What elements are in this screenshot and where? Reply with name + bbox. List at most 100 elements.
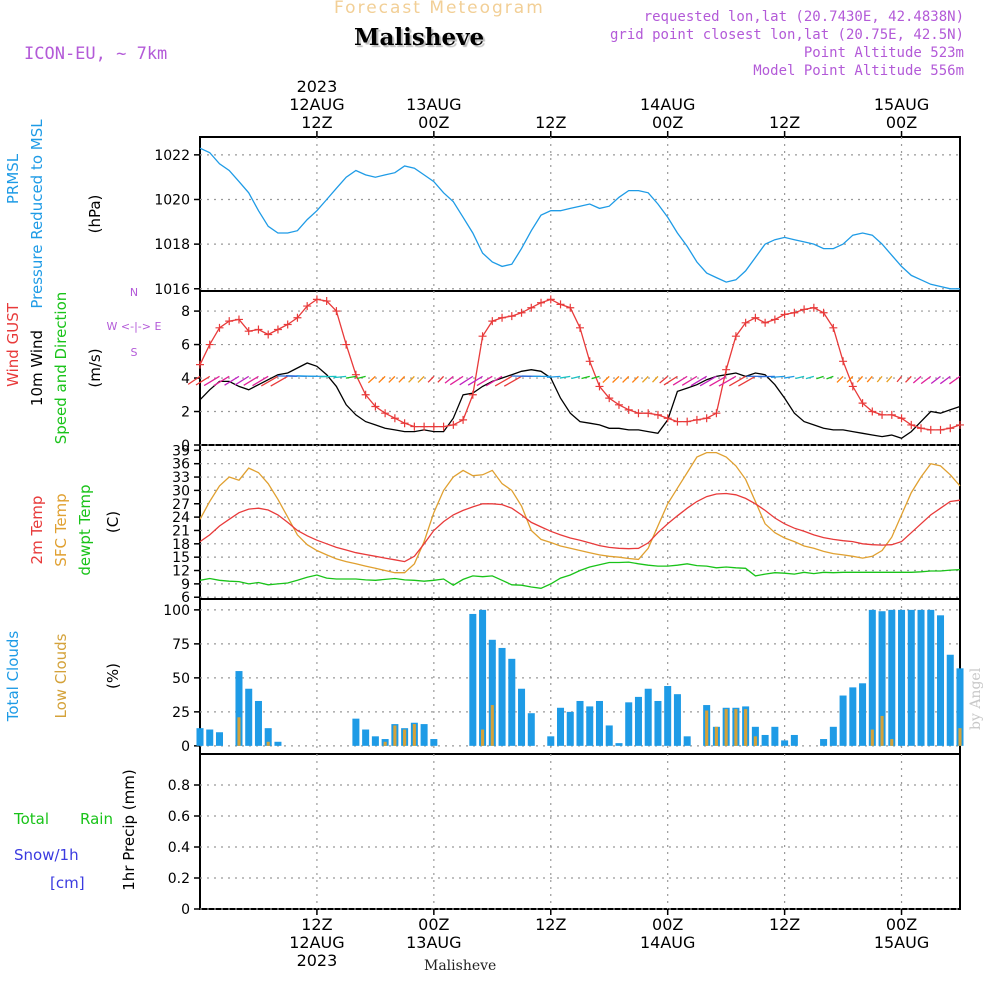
sfc-temp-line [199,451,961,574]
gust-marker [498,313,507,322]
gust-marker [683,417,692,426]
wind-direction-arrow [930,375,941,385]
wind-direction-arrow [659,375,669,384]
low-cloud-bar [714,726,718,746]
wind-direction-arrow [356,375,366,380]
wind-direction-arrow [805,375,815,380]
total-cloud-bar [907,609,915,746]
low-cloud-bar [481,729,485,746]
cloud-unit: (%) [104,663,122,689]
total-cloud-bar [566,711,574,746]
dewpoint-line [199,561,961,589]
total-cloud-bar [420,724,428,746]
total-cloud-bar [206,729,214,746]
low-cloud-bar [412,724,416,746]
gust-marker [312,295,321,304]
y-tick-label: 2 [181,405,190,421]
total-cloud-bar [527,713,535,746]
gust-marker [390,414,399,423]
gust-marker [790,308,799,317]
gust-marker [731,332,740,341]
low-cloud-bar [744,709,748,746]
gust-marker [342,340,351,349]
wind-direction-arrow [826,375,834,380]
total-cloud-bar [634,696,642,746]
total-cloud-bar [508,658,516,746]
gust-marker [410,422,419,431]
low-cloud-bar [403,729,407,746]
top-hour-label: 12Z [301,113,332,132]
temp-label-dew: dewpt Temp [76,484,94,575]
wind-direction-arrow [260,375,279,387]
wind-direction-arrow [672,375,688,386]
wind-direction-arrow [856,375,864,383]
gust-marker [556,300,565,309]
gust-marker [303,302,312,311]
gust-marker [371,402,380,411]
low-cloud-bar [870,729,874,746]
gust-marker [205,340,214,349]
gust-marker [761,318,770,327]
gust-marker [527,303,536,312]
wind-direction-arrow [476,375,493,387]
gust-marker [517,308,526,317]
low-cloud-bar [490,705,494,746]
product-title: Forecast Meteogram [334,0,545,18]
total-cloud-bar [771,726,779,746]
footer-location: Malisheve [424,958,497,974]
gust-marker [322,297,331,306]
gust-marker [722,365,731,374]
low-cloud-bar [880,715,884,746]
y-tick-label: 4 [181,371,190,387]
gust-marker [566,303,575,312]
gust-marker [254,325,263,334]
bottom-day-label: 14AUG [640,933,695,952]
low-cloud-bar [890,739,894,746]
pressure-line [199,147,960,290]
wind-direction-arrow [408,375,415,383]
bottom-hour-label: 00Z [886,915,917,934]
low-cloud-bar [266,741,270,746]
top-day-label: 14AUG [640,95,695,114]
total-cloud-bar [498,647,506,746]
wind-direction-arrow [427,375,435,383]
y-tick-label: 12 [172,564,190,580]
wind-direction-arrow [690,375,707,387]
y-tick-label: 36 [172,457,190,473]
gust-marker [546,295,555,304]
wind-direction-arrow [333,375,347,379]
wind-label-dir: Speed and Direction [52,292,70,445]
gust-marker [712,409,721,418]
wind-direction-arrow [836,375,844,383]
wind-direction-arrow [494,375,513,387]
bottom-year-label: 2023 [297,951,338,970]
total-cloud-bar [274,741,282,746]
total-cloud-bar [927,609,935,746]
y-tick-label: 0.2 [168,871,190,887]
y-tick-label: 30 [172,483,190,499]
pressure-unit: (hPa) [86,195,104,234]
wind-direction-arrow [795,375,805,380]
y-tick-label: 0 [181,902,190,918]
total-cloud-bar [518,688,526,746]
gust-marker [273,325,282,334]
compass-n: N [130,286,138,299]
top-day-label: 15AUG [874,95,929,114]
total-cloud-bar [352,718,360,746]
y-tick-label: 18 [172,537,190,553]
total-cloud-bar [362,729,370,746]
total-cloud-bar [654,700,662,746]
gust-marker [196,360,204,369]
wind-direction-arrow [876,375,883,383]
gust-marker [692,415,701,424]
wind-direction-arrow [503,375,522,387]
wind-unit: (m/s) [86,348,104,387]
wind-direction-arrow [234,375,250,386]
wind-direction-arrow [398,375,406,383]
wind-label-gust: Wind GUST [4,302,22,387]
wind-direction-arrow [866,375,873,383]
total-cloud-bar [683,736,691,746]
gust-marker [488,317,497,326]
total-cloud-bar [264,728,272,746]
